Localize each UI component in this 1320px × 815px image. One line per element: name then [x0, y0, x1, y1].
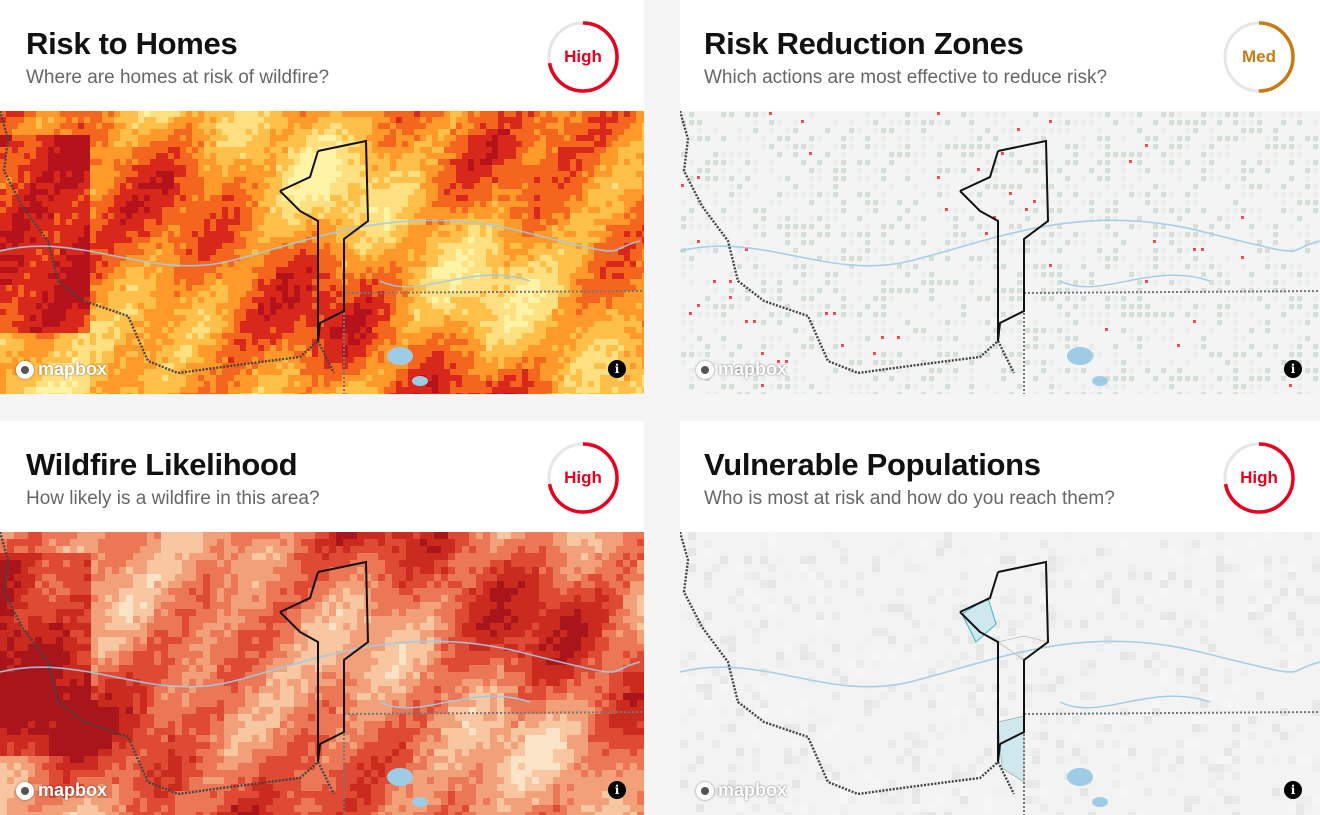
risk-gauge-ring — [1223, 21, 1295, 93]
card-subtitle: How likely is a wildfire in this area? — [26, 488, 320, 509]
risk-badge: Med — [1222, 20, 1296, 94]
risk-gauge-ring — [547, 21, 619, 93]
raster-layer — [681, 112, 1318, 394]
boundary-layer — [680, 532, 1320, 815]
info-icon[interactable]: i — [1284, 360, 1302, 378]
water-layer — [680, 640, 1320, 807]
water-layer — [680, 219, 1320, 386]
raster-layer — [680, 532, 1320, 815]
map-canvas[interactable] — [0, 532, 644, 815]
info-icon[interactable]: i — [608, 360, 626, 378]
info-icon[interactable]: i — [1284, 781, 1302, 799]
card-risk-to-homes[interactable]: Risk to Homes Where are homes at risk of… — [0, 0, 644, 394]
risk-gauge-ring — [547, 442, 619, 514]
raster-layer — [0, 111, 644, 394]
risk-gauge-arc — [1223, 21, 1295, 93]
card-vulnerable-populations[interactable]: Vulnerable Populations Who is most at ri… — [680, 421, 1320, 815]
card-subtitle: Where are homes at risk of wildfire? — [26, 67, 330, 88]
card-subtitle: Which actions are most effective to redu… — [704, 67, 1108, 88]
mapbox-logo[interactable]: mapbox — [696, 780, 787, 801]
risk-badge-label: Med — [1242, 47, 1276, 66]
mapbox-logo-icon — [16, 781, 34, 800]
mapbox-logo-text: mapbox — [718, 780, 788, 800]
card-header: Wildfire Likelihood How likely is a wild… — [0, 421, 644, 532]
risk-badge: High — [546, 20, 620, 94]
risk-badge-label: High — [564, 47, 602, 66]
risk-badge-label: High — [564, 468, 602, 487]
mapbox-logo[interactable]: mapbox — [16, 780, 107, 801]
mapbox-logo-icon — [696, 360, 714, 379]
boundary-layer — [0, 532, 644, 815]
card-risk-reduction-zones[interactable]: Risk Reduction Zones Which actions are m… — [680, 0, 1320, 394]
card-title: Wildfire Likelihood — [26, 447, 298, 482]
mapbox-logo-text: mapbox — [38, 780, 108, 800]
risk-badge: High — [1222, 441, 1296, 515]
info-icon[interactable]: i — [608, 781, 626, 799]
water-layer — [0, 219, 641, 386]
risk-badge: High — [546, 441, 620, 515]
mapbox-logo[interactable]: mapbox — [16, 359, 107, 380]
mapbox-logo-text: mapbox — [38, 359, 108, 379]
card-wildfire-likelihood[interactable]: Wildfire Likelihood How likely is a wild… — [0, 421, 644, 815]
mapbox-logo-icon — [696, 781, 714, 800]
card-header: Vulnerable Populations Who is most at ri… — [680, 421, 1320, 532]
card-header: Risk to Homes Where are homes at risk of… — [0, 0, 644, 111]
card-title: Vulnerable Populations — [704, 447, 1041, 482]
map-canvas[interactable] — [680, 532, 1320, 815]
mapbox-logo[interactable]: mapbox — [696, 359, 787, 380]
map-canvas[interactable] — [0, 111, 644, 394]
risk-gauge-arc — [547, 21, 619, 93]
risk-gauge-arc — [547, 442, 619, 514]
mapbox-logo-icon — [16, 360, 34, 379]
water-layer — [0, 640, 641, 807]
map-canvas[interactable] — [680, 111, 1320, 394]
boundary-layer — [0, 111, 644, 394]
boundary-layer — [680, 111, 1320, 394]
risk-reduction-zones-map[interactable]: mapbox i — [680, 111, 1320, 394]
wildfire-likelihood-map[interactable]: mapbox i — [0, 532, 644, 815]
risk-gauge-ring — [1223, 442, 1295, 514]
risk-to-homes-map[interactable]: mapbox i — [0, 111, 644, 394]
card-title: Risk Reduction Zones — [704, 26, 1024, 61]
risk-gauge-arc — [1223, 442, 1295, 514]
mapbox-logo-text: mapbox — [718, 359, 788, 379]
risk-badge-label: High — [1240, 468, 1278, 487]
card-header: Risk Reduction Zones Which actions are m… — [680, 0, 1320, 111]
card-subtitle: Who is most at risk and how do you reach… — [704, 488, 1115, 509]
vulnerable-populations-map[interactable]: mapbox i — [680, 532, 1320, 815]
card-title: Risk to Homes — [26, 26, 238, 61]
